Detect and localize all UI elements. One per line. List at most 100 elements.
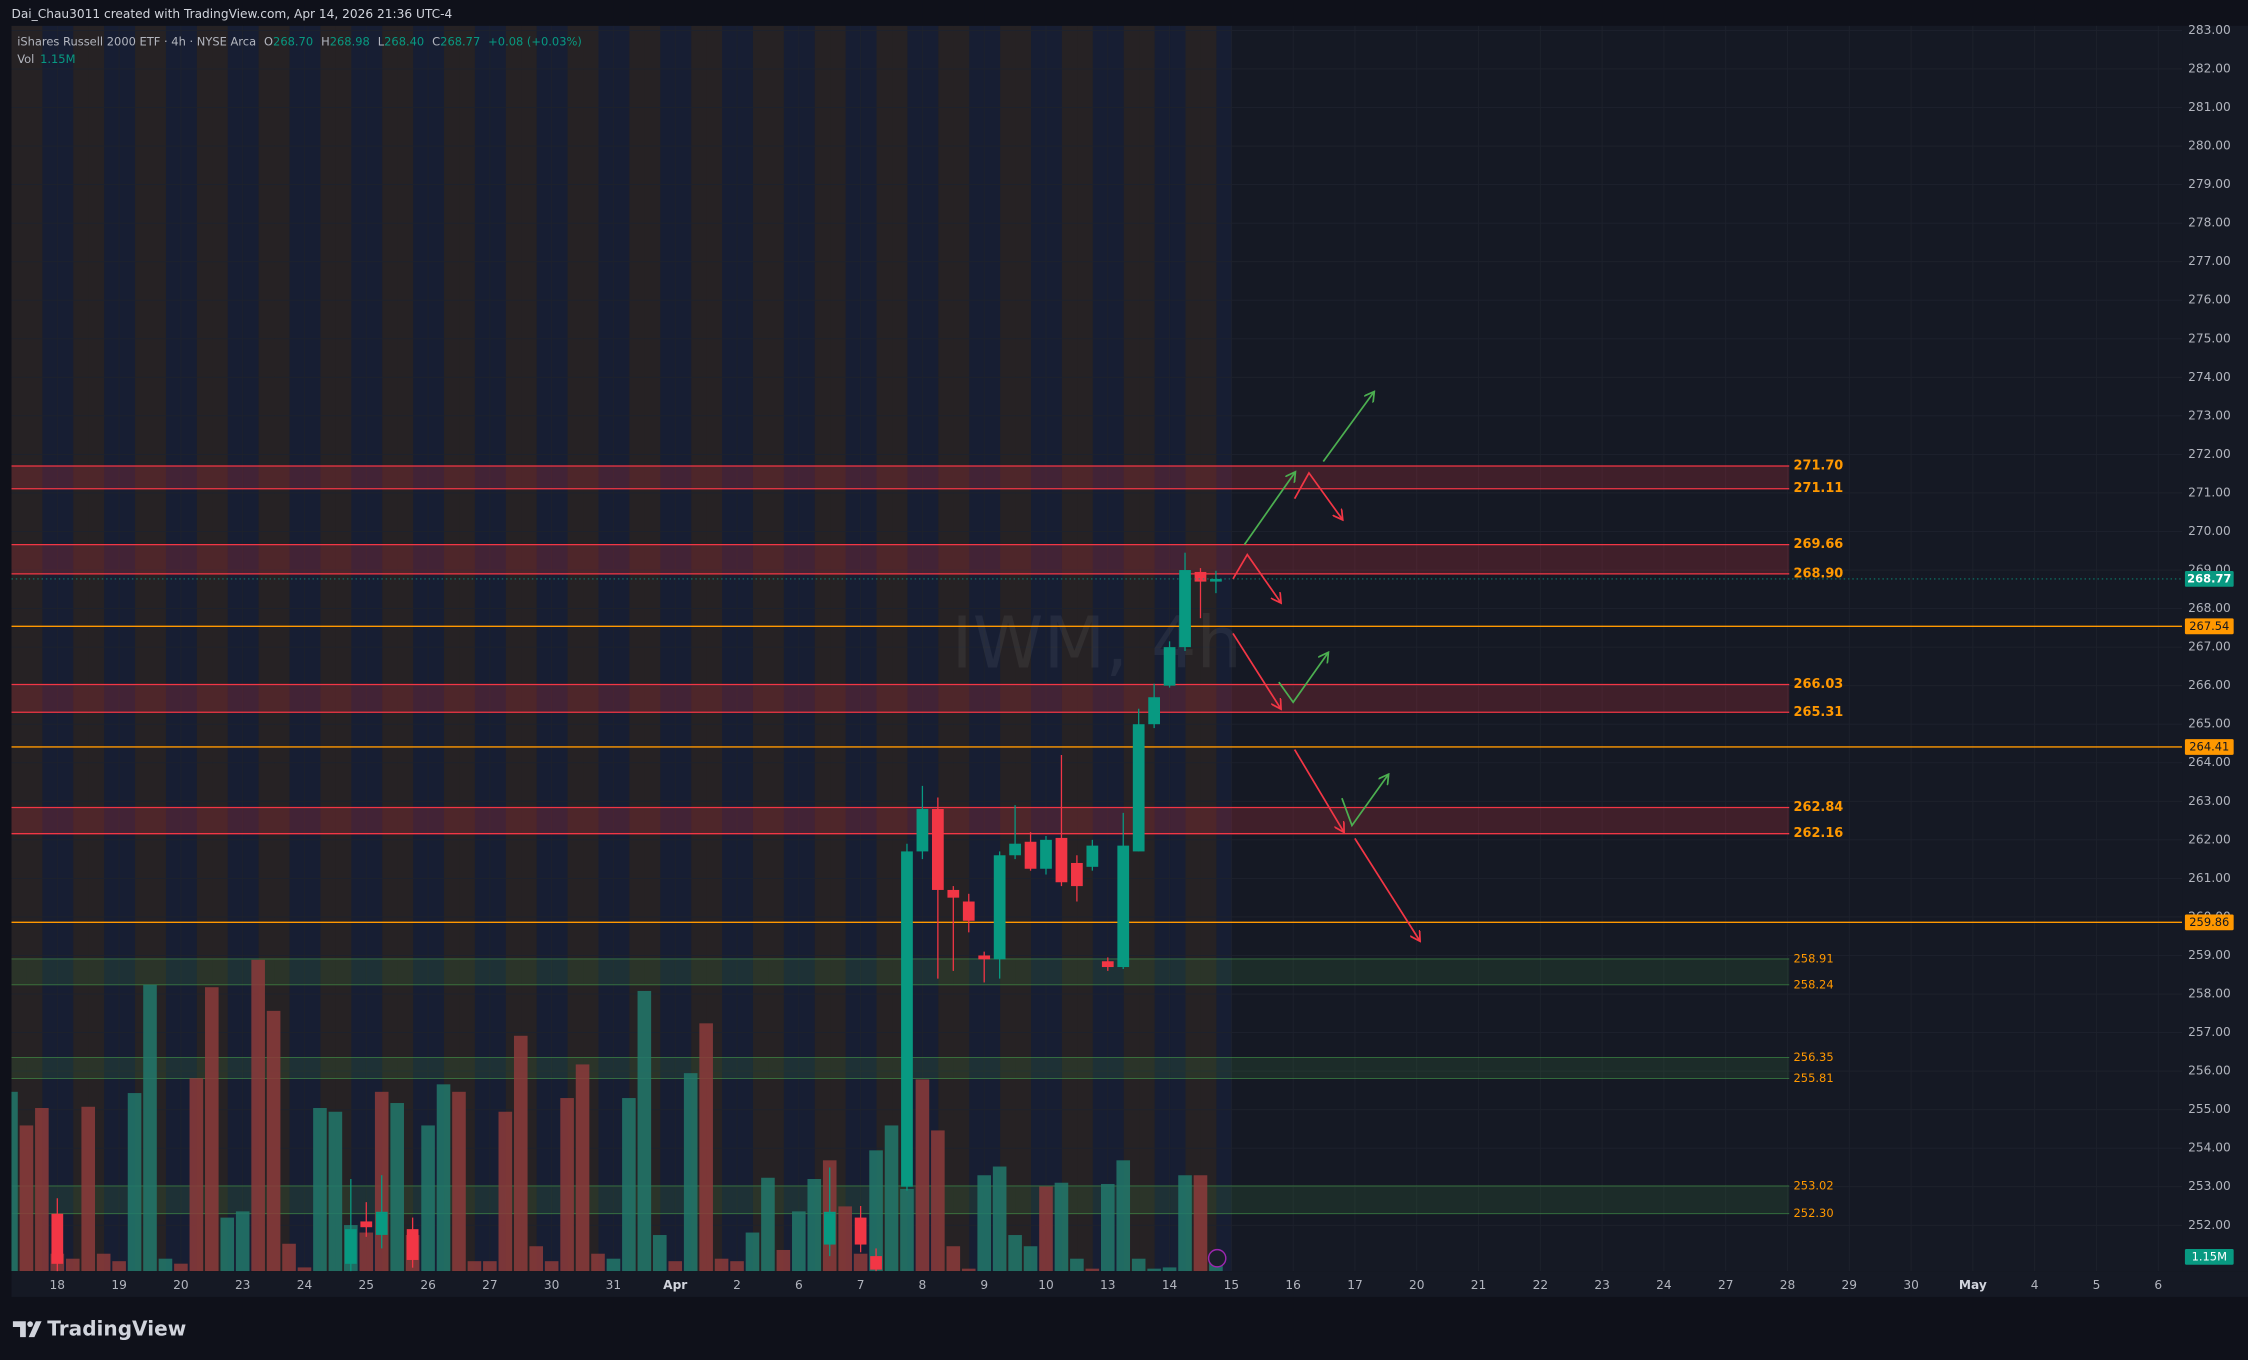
session-stripe [444, 25, 460, 1272]
y-tick-label: 273.00 [2188, 408, 2231, 422]
watermark: IWM, 4h [952, 600, 1242, 684]
session-stripe [814, 25, 831, 1272]
arrow-down [1293, 471, 1342, 519]
volume-bar [761, 1177, 775, 1272]
session-stripe [1092, 25, 1109, 1272]
session-stripe [938, 25, 954, 1272]
candle-body [1086, 845, 1099, 867]
candle-body [931, 809, 944, 890]
volume-bar [359, 1232, 374, 1272]
volume-bar [436, 1084, 451, 1272]
volume-bar [529, 1246, 544, 1272]
candle-body [870, 1256, 882, 1270]
x-tick-label: 17 [1347, 1278, 1363, 1292]
candle-body [1148, 697, 1161, 725]
session-stripe [428, 25, 445, 1272]
candle-body [901, 851, 913, 1187]
y-tick-label: 267.00 [2188, 640, 2231, 654]
session-stripe [490, 25, 506, 1272]
session-stripe [722, 25, 738, 1272]
candle-body [1040, 839, 1052, 869]
price-tag-bg [2184, 739, 2234, 755]
volume-bar [1116, 1160, 1131, 1272]
session-stripe [922, 25, 939, 1272]
x-tick-label: 22 [1533, 1278, 1549, 1292]
x-tick-label: 23 [1594, 1278, 1610, 1292]
volume-bar [19, 1125, 34, 1272]
volume-bar [174, 1263, 188, 1272]
ohlc-value: 268.70 [273, 34, 313, 48]
volume-bar [65, 1258, 80, 1272]
y-tick-label: 274.00 [2188, 370, 2231, 384]
volume-bar [714, 1258, 729, 1272]
session-stripe [1154, 25, 1171, 1272]
volume-bar [961, 1268, 976, 1272]
candle-body [993, 855, 1006, 960]
volume-bar [1147, 1268, 1161, 1272]
axes: 252.00 253.00 254.00 255.00 256.00 257.00 258.… [50, 23, 2234, 1292]
session-stripe [274, 25, 290, 1272]
zone-label: 262.16 [1794, 826, 1844, 841]
volume-value: 1.15M [40, 51, 75, 65]
candle-body [375, 1211, 388, 1235]
x-tick-label: 29 [1842, 1278, 1858, 1292]
zone-fill [11, 465, 1790, 489]
candle-body [962, 901, 975, 921]
y-tick-label: 258.00 [2188, 987, 2231, 1001]
session-stripe [397, 25, 414, 1272]
session-stripe [212, 25, 228, 1272]
arrow-down [1232, 553, 1280, 602]
session-stripe [644, 25, 661, 1272]
zone-label: 271.11 [1794, 481, 1844, 496]
symbol-line: iShares Russell 2000 ETF · 4h · NYSE Arc… [17, 34, 582, 48]
zone-fill [11, 544, 1790, 574]
session-stripe [1185, 25, 1201, 1272]
x-tick-label: 16 [1285, 1278, 1301, 1292]
session-stripe [583, 25, 599, 1272]
volume-bar [1131, 1258, 1146, 1272]
volume-bar [467, 1261, 482, 1272]
volume-bar [652, 1235, 667, 1272]
volume-bar [143, 984, 157, 1272]
x-tick-label: 30 [544, 1278, 560, 1292]
volume-bar [931, 1130, 945, 1272]
event-icon[interactable] [1207, 1248, 1227, 1268]
session-stripe [675, 25, 692, 1272]
volume-key: Vol [17, 51, 34, 65]
price-tag-bg [2184, 914, 2234, 931]
x-tick-label: 26 [420, 1278, 436, 1292]
x-tick-label: 6 [795, 1278, 803, 1292]
y-tick-label: 272.00 [2188, 447, 2231, 461]
y-tick-label: 253.00 [2188, 1179, 2231, 1193]
x-tick-label: 5 [2093, 1278, 2101, 1292]
y-tick-label: 257.00 [2188, 1025, 2231, 1039]
volume-bar [1008, 1235, 1022, 1272]
y-tick-label: 282.00 [2188, 61, 2231, 75]
y-tick-label: 277.00 [2188, 254, 2231, 268]
session-stripe [953, 25, 970, 1272]
y-tick-label: 255.00 [2188, 1102, 2231, 1116]
session-stripe [984, 25, 1001, 1272]
volume-bar [1023, 1246, 1038, 1272]
volume-bar [282, 1243, 296, 1272]
volume-bar [1085, 1268, 1100, 1272]
session-stripe [119, 25, 136, 1272]
volume-bar [1100, 1183, 1115, 1272]
arrow-up [1243, 473, 1294, 546]
volume-bar [390, 1103, 404, 1272]
creator-line: Dai_Chau3011 created with TradingView.co… [11, 7, 452, 21]
x-tick-label: 18 [50, 1278, 66, 1292]
x-tick-label: 25 [359, 1278, 375, 1292]
symbol: iShares Russell 2000 ETF · 4h · NYSE Arc… [17, 34, 256, 48]
brand-logo: TradingView [12, 1316, 186, 1340]
volume-bar [560, 1098, 574, 1272]
session-stripe [752, 25, 769, 1272]
volume-bar [668, 1261, 683, 1272]
zone-label: 265.31 [1794, 705, 1844, 720]
arrow-up [1341, 775, 1388, 828]
session-stripe [366, 25, 383, 1272]
arrow-up [1322, 393, 1373, 462]
session-stripe [799, 25, 815, 1272]
session-stripe [845, 25, 862, 1272]
volume-bar [637, 990, 652, 1272]
